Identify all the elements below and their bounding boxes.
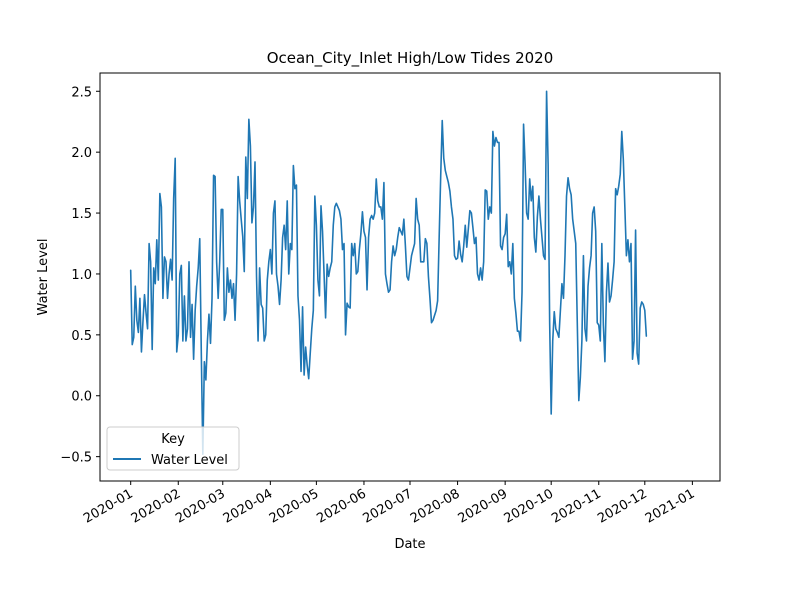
y-tick-label: 2.0 (71, 146, 92, 161)
y-tick-label: 1.0 (71, 268, 92, 283)
y-tick-label: −0.5 (60, 451, 92, 466)
y-tick-label: 1.5 (71, 207, 92, 222)
plot-area (129, 90, 648, 456)
y-axis: −0.5 0.0 0.5 1.0 1.5 2.0 2.5 (60, 85, 100, 466)
legend: Key Water Level (106, 426, 240, 471)
y-tick-label: 0.0 (71, 390, 92, 405)
y-axis-title: Water Level (36, 239, 51, 316)
y-tick-label: 2.5 (71, 85, 92, 100)
x-axis-title: Date (394, 537, 425, 552)
y-tick-label: 0.5 (71, 329, 92, 344)
legend-label-water-level: Water Level (151, 453, 228, 468)
series-line-water-level (129, 90, 648, 456)
chart-title: Ocean_City_Inlet High/Low Tides 2020 (267, 49, 554, 68)
legend-title: Key (161, 432, 185, 447)
